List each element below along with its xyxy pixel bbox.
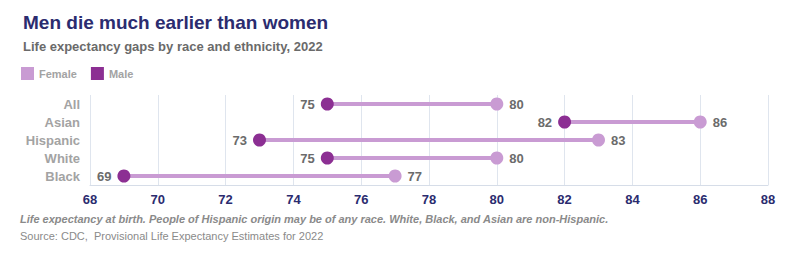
svg-text:69: 69: [97, 169, 111, 184]
svg-text:80: 80: [509, 97, 523, 112]
svg-text:Life expectancy gaps by race a: Life expectancy gaps by race and ethnici…: [23, 39, 323, 54]
svg-text:82: 82: [557, 192, 571, 207]
svg-text:Source: CDC, Provisional Life: Source: CDC, Provisional Life Expectancy…: [20, 230, 323, 242]
svg-text:Male: Male: [109, 68, 133, 80]
svg-text:84: 84: [625, 192, 640, 207]
svg-text:Hispanic: Hispanic: [26, 133, 80, 148]
svg-text:70: 70: [151, 192, 165, 207]
svg-text:77: 77: [408, 169, 422, 184]
svg-text:68: 68: [83, 192, 97, 207]
svg-text:All: All: [63, 97, 80, 112]
svg-text:Life expectancy at birth. Peop: Life expectancy at birth. People of Hisp…: [20, 213, 608, 225]
svg-text:76: 76: [354, 192, 368, 207]
svg-text:73: 73: [233, 133, 247, 148]
svg-text:Female: Female: [39, 68, 77, 80]
svg-text:74: 74: [286, 192, 301, 207]
svg-text:72: 72: [218, 192, 232, 207]
svg-text:88: 88: [761, 192, 775, 207]
svg-text:78: 78: [422, 192, 436, 207]
svg-text:80: 80: [509, 151, 523, 166]
svg-text:White: White: [45, 151, 80, 166]
svg-text:Black: Black: [45, 169, 80, 184]
svg-text:83: 83: [611, 133, 625, 148]
svg-text:75: 75: [300, 97, 314, 112]
svg-text:86: 86: [713, 115, 727, 130]
svg-text:80: 80: [490, 192, 504, 207]
svg-text:Asian: Asian: [45, 115, 80, 130]
svg-text:Men die much earlier than wome: Men die much earlier than women: [23, 12, 328, 33]
svg-text:82: 82: [538, 115, 552, 130]
svg-text:86: 86: [693, 192, 707, 207]
svg-text:75: 75: [300, 151, 314, 166]
